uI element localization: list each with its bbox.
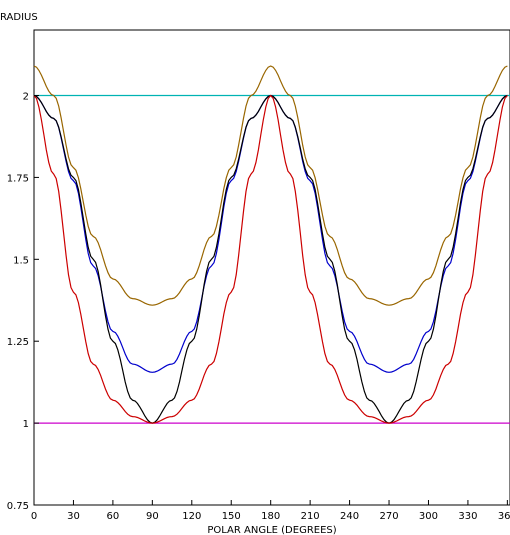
y-tick-label: 1 xyxy=(23,419,29,430)
series-layer xyxy=(33,65,510,424)
y-axis-ticks: 0.75 1 1.25 1.5 1.75 2 xyxy=(7,92,39,512)
y-tick-label: 0.75 xyxy=(7,501,29,512)
x-tick-label: 0 xyxy=(31,511,37,522)
series-line-3 xyxy=(33,65,508,306)
y-tick-label: 1.75 xyxy=(7,173,29,184)
x-tick-label: 210 xyxy=(301,511,320,522)
plot-frame xyxy=(33,29,510,506)
y-tick-label: 1.25 xyxy=(7,337,29,348)
series-line-5 xyxy=(33,94,508,424)
x-tick-label: 90 xyxy=(146,511,159,522)
y-tick-label: 1.5 xyxy=(13,255,29,266)
x-tick-label: 120 xyxy=(182,511,201,522)
series-line-4 xyxy=(33,94,508,373)
x-tick-label: 180 xyxy=(261,511,280,522)
x-tick-label: 270 xyxy=(379,511,398,522)
x-tick-label: 30 xyxy=(67,511,80,522)
y-axis-title: RADIUS xyxy=(0,12,38,23)
x-tick-label: 330 xyxy=(458,511,477,522)
x-tick-label: 150 xyxy=(222,511,241,522)
x-tick-label: 240 xyxy=(340,511,359,522)
x-axis-ticks: 0 30 60 90 120 150 180 210 240 270 300 330 360 xyxy=(31,500,510,522)
x-tick-label: 360 xyxy=(498,511,510,522)
series-line-6 xyxy=(33,94,508,424)
y-tick-label: 2 xyxy=(23,92,29,103)
x-axis-title: POLAR ANGLE (DEGREES) xyxy=(207,525,336,535)
x-tick-label: 60 xyxy=(107,511,120,522)
x-tick-label: 300 xyxy=(419,511,438,522)
